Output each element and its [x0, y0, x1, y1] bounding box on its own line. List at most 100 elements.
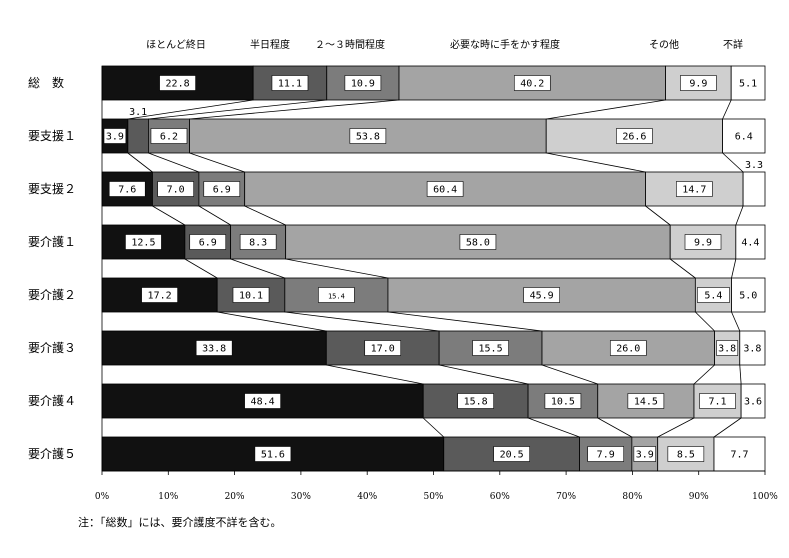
connector-line-5-5	[731, 311, 741, 332]
value-label-1-2: 11.1	[278, 79, 302, 90]
value-label-7-4: 14.5	[634, 397, 658, 408]
connector-line-4-5	[731, 258, 737, 279]
value-label-2-5: 26.6	[622, 132, 646, 143]
connector-line-7-3	[597, 417, 633, 438]
value-label-3-1: 7.6	[118, 185, 136, 196]
value-label-box-1-3	[344, 75, 382, 91]
value-label-box-8-6	[721, 446, 758, 462]
connector-line-6-1	[326, 364, 424, 385]
category-label-3: 要支援２	[28, 182, 76, 196]
value-label-box-8-2	[493, 446, 530, 462]
value-label-2-2: 3.1	[129, 107, 147, 118]
connector-line-2-5	[722, 152, 744, 173]
value-label-3-3: 6.9	[213, 185, 231, 196]
value-label-box-2-1	[103, 128, 127, 144]
value-label-6-5: 3.8	[718, 344, 736, 355]
value-label-3-2: 7.0	[167, 185, 185, 196]
value-label-4-5: 9.9	[694, 238, 712, 249]
x-tick-label-3: 30%	[291, 492, 311, 502]
value-label-box-7-5	[699, 393, 736, 409]
connector-line-6-4	[693, 364, 715, 385]
value-label-box-8-5	[667, 446, 705, 462]
value-label-box-1-6	[733, 75, 763, 91]
value-label-4-1: 12.5	[131, 238, 155, 249]
value-label-4-4: 58.0	[466, 238, 490, 249]
value-label-box-5-4	[523, 287, 560, 303]
x-tick-label-9: 90%	[689, 492, 709, 502]
value-label-box-4-5	[684, 234, 722, 250]
value-label-4-2: 6.9	[199, 238, 217, 249]
value-label-8-3: 7.9	[597, 450, 615, 461]
value-label-box-5-3	[318, 287, 355, 303]
category-label-5: 要介護２	[28, 287, 76, 302]
connector-line-3-2	[198, 205, 231, 226]
value-label-box-1-4	[513, 75, 551, 91]
value-label-box-7-6	[743, 393, 763, 409]
connector-line-3-5	[735, 205, 744, 226]
connector-line-6-5	[739, 364, 742, 385]
value-label-box-7-3	[544, 393, 582, 409]
value-label-8-4: 3.9	[636, 450, 654, 461]
x-tick-label-0: 0%	[95, 492, 110, 502]
value-label-5-3: 15.4	[328, 293, 345, 301]
value-label-6-6: 3.8	[743, 344, 761, 355]
connector-line-1-1	[127, 99, 254, 120]
value-label-2-3: 6.2	[160, 132, 178, 143]
value-label-5-5: 5.4	[704, 291, 722, 302]
value-label-1-1: 22.8	[166, 79, 190, 90]
category-label-1: 総 数	[28, 75, 64, 90]
value-label-8-1: 51.6	[261, 450, 285, 461]
connector-line-5-3	[387, 311, 543, 332]
value-label-2-4: 53.8	[356, 132, 380, 143]
value-label-box-7-1	[244, 393, 281, 409]
connector-line-3-3	[244, 205, 286, 226]
connector-line-5-2	[284, 311, 440, 332]
value-label-6-4: 26.0	[616, 344, 640, 355]
value-label-box-1-5	[680, 75, 717, 91]
value-label-8-6: 7.7	[730, 450, 748, 461]
connector-line-3-4	[645, 205, 671, 226]
connector-line-4-3	[285, 258, 389, 279]
value-label-5-4: 45.9	[530, 291, 554, 302]
legend-label-3: ２～３時間程度	[315, 38, 385, 51]
connector-line-7-1	[422, 417, 445, 438]
value-label-box-8-1	[254, 446, 292, 462]
value-label-box-5-2	[232, 287, 270, 303]
value-label-1-4: 40.2	[520, 79, 544, 90]
value-label-box-3-3	[203, 181, 241, 197]
value-label-box-6-5	[716, 340, 739, 356]
value-label-box-1-1	[159, 75, 196, 91]
category-label-6: 要介護３	[28, 340, 76, 355]
value-label-box-4-2	[189, 234, 227, 250]
x-tick-label-7: 70%	[556, 492, 576, 502]
value-label-box-3-5	[676, 181, 713, 197]
x-tick-label-2: 20%	[225, 492, 245, 502]
connector-line-5-4	[695, 311, 715, 332]
value-label-box-6-2	[364, 340, 402, 356]
value-label-4-6: 4.4	[741, 238, 759, 249]
value-label-3-5: 14.7	[682, 185, 706, 196]
value-label-box-4-6	[737, 234, 763, 250]
value-label-box-6-1	[195, 340, 233, 356]
value-label-5-2: 10.1	[239, 291, 263, 302]
x-tick-label-5: 50%	[423, 492, 443, 502]
connector-line-2-2	[148, 152, 200, 173]
legend-label-4: 必要な時に手をかす程度	[450, 38, 560, 51]
x-tick-label-8: 80%	[622, 492, 642, 502]
connector-line-4-2	[230, 258, 285, 279]
value-label-7-3: 10.5	[551, 397, 575, 408]
value-label-box-5-6	[733, 287, 763, 303]
connector-line-3-1	[152, 205, 186, 226]
value-label-6-1: 33.8	[202, 344, 226, 355]
connector-line-6-2	[439, 364, 529, 385]
value-label-box-2-4	[349, 128, 387, 144]
value-label-2-6: 6.4	[735, 132, 753, 143]
connector-line-2-4	[546, 152, 646, 173]
value-label-box-5-5	[697, 287, 730, 303]
value-label-5-6: 5.0	[739, 291, 757, 302]
value-label-1-3: 10.9	[351, 79, 375, 90]
value-label-box-4-3	[239, 234, 277, 250]
value-label-box-2-5	[616, 128, 653, 144]
